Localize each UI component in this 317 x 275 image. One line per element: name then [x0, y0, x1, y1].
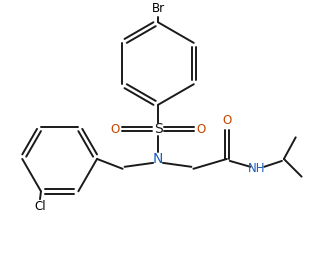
Text: N: N: [153, 152, 163, 166]
Text: NH: NH: [248, 162, 265, 175]
Text: O: O: [110, 123, 120, 136]
Text: Cl: Cl: [34, 200, 46, 213]
Text: O: O: [222, 114, 231, 128]
Text: Br: Br: [152, 2, 165, 15]
Text: S: S: [154, 122, 162, 136]
Text: O: O: [196, 123, 206, 136]
